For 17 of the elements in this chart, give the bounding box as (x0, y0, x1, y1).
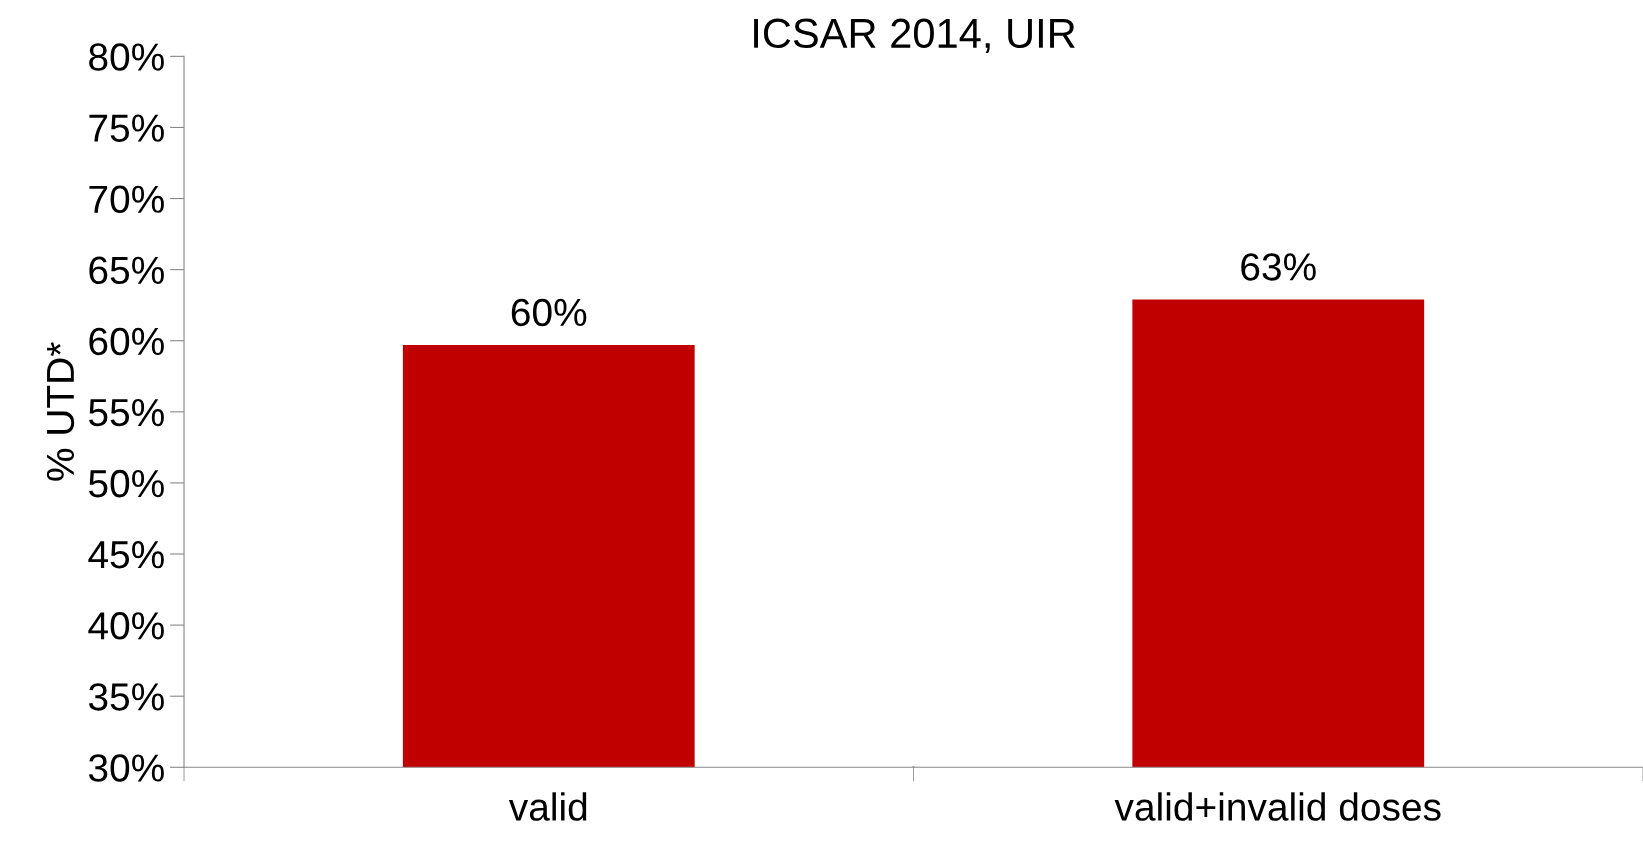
y-tick-label: 80% (89, 43, 164, 71)
y-tick-label: 40% (88, 612, 164, 640)
data-label: 60% (511, 298, 587, 327)
y-tick-label: 45% (88, 541, 164, 569)
y-axis-title: % UTD* (46, 342, 75, 481)
x-tick-label: valid+invalid doses (1114, 792, 1441, 821)
y-tick-label: 75% (89, 114, 164, 142)
chart-title: ICSAR 2014, UIR (754, 18, 1075, 54)
y-tick-label: 50% (88, 469, 164, 498)
y-tick-label: 70% (89, 185, 164, 214)
x-tick-label: valid (508, 792, 587, 821)
data-label: 63% (1241, 253, 1316, 281)
y-tick-label: 35% (88, 683, 164, 711)
y-tick-label: 30% (88, 754, 164, 782)
y-tick-label: 55% (88, 398, 164, 427)
y-tick-label: 65% (89, 256, 164, 285)
y-tick-label: 60% (89, 327, 164, 356)
